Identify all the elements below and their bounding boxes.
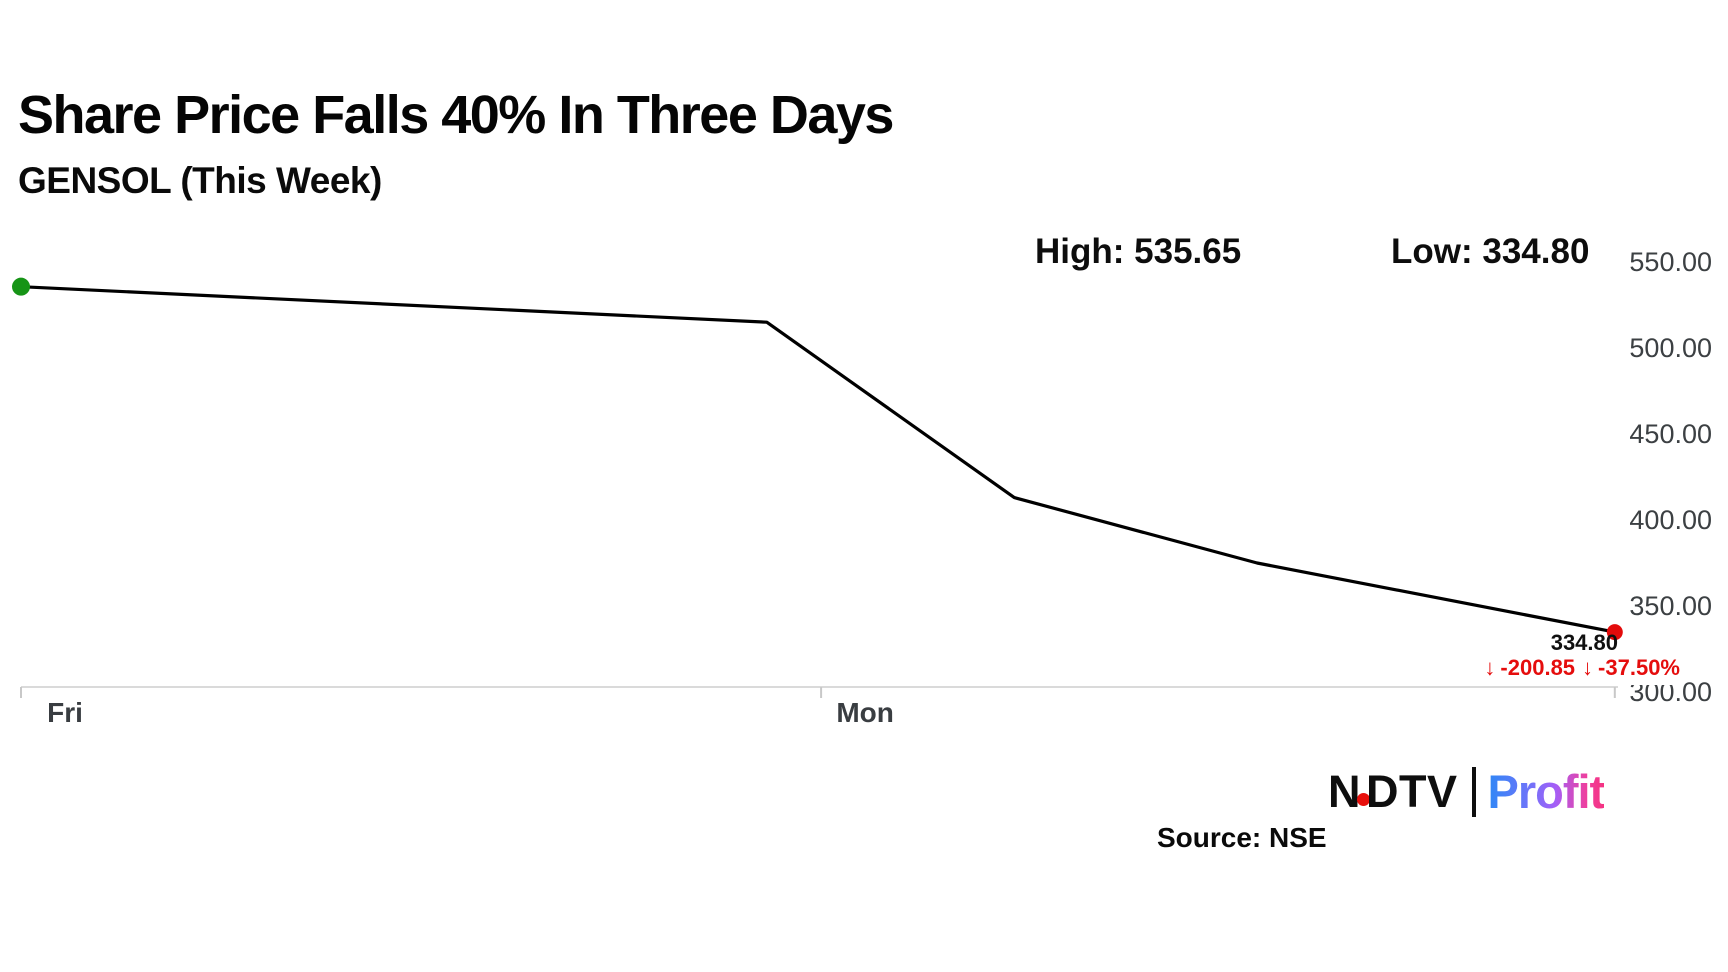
page-title: Share Price Falls 40% In Three Days [18, 85, 894, 145]
down-arrow-icon: ↓ [1582, 655, 1593, 680]
change-absolute: -200.85 [1500, 655, 1576, 680]
down-arrow-icon: ↓ [1484, 655, 1495, 680]
last-price-label: 334.80 [1550, 630, 1618, 655]
y-axis-label: 350.00 [1629, 591, 1712, 621]
x-axis-label-fri: Fri [47, 697, 83, 728]
ndtv-red-dot-icon [1357, 793, 1370, 806]
ndtv-logo-text: N DTV [1328, 766, 1458, 818]
change-percent: -37.50% [1598, 655, 1680, 680]
price-change-label: ↓ -200.85 ↓ -37.50% [1480, 655, 1682, 685]
y-axis-label: 550.00 [1629, 247, 1712, 277]
profit-logo-text: Profit [1487, 765, 1606, 818]
ndtv-profit-logo: N DTV Profit [1328, 764, 1606, 819]
logo-separator-bar [1471, 766, 1476, 817]
y-axis-label: 500.00 [1629, 333, 1712, 363]
y-axis-label: 450.00 [1629, 419, 1712, 449]
y-axis-label: 400.00 [1629, 505, 1712, 535]
ndtv-letter-n: N [1328, 765, 1361, 817]
source-attribution: Source: NSE [1157, 822, 1327, 853]
high-value-label: High: 535.65 [1035, 232, 1242, 271]
x-axis-label-mon: Mon [836, 697, 894, 728]
start-point-marker [12, 277, 30, 296]
ndtv-letters-dtv: DTV [1366, 765, 1458, 817]
low-value-label: Low: 334.80 [1391, 232, 1590, 271]
chart-subtitle: GENSOL (This Week) [18, 160, 382, 201]
price-line [19, 285, 1617, 634]
